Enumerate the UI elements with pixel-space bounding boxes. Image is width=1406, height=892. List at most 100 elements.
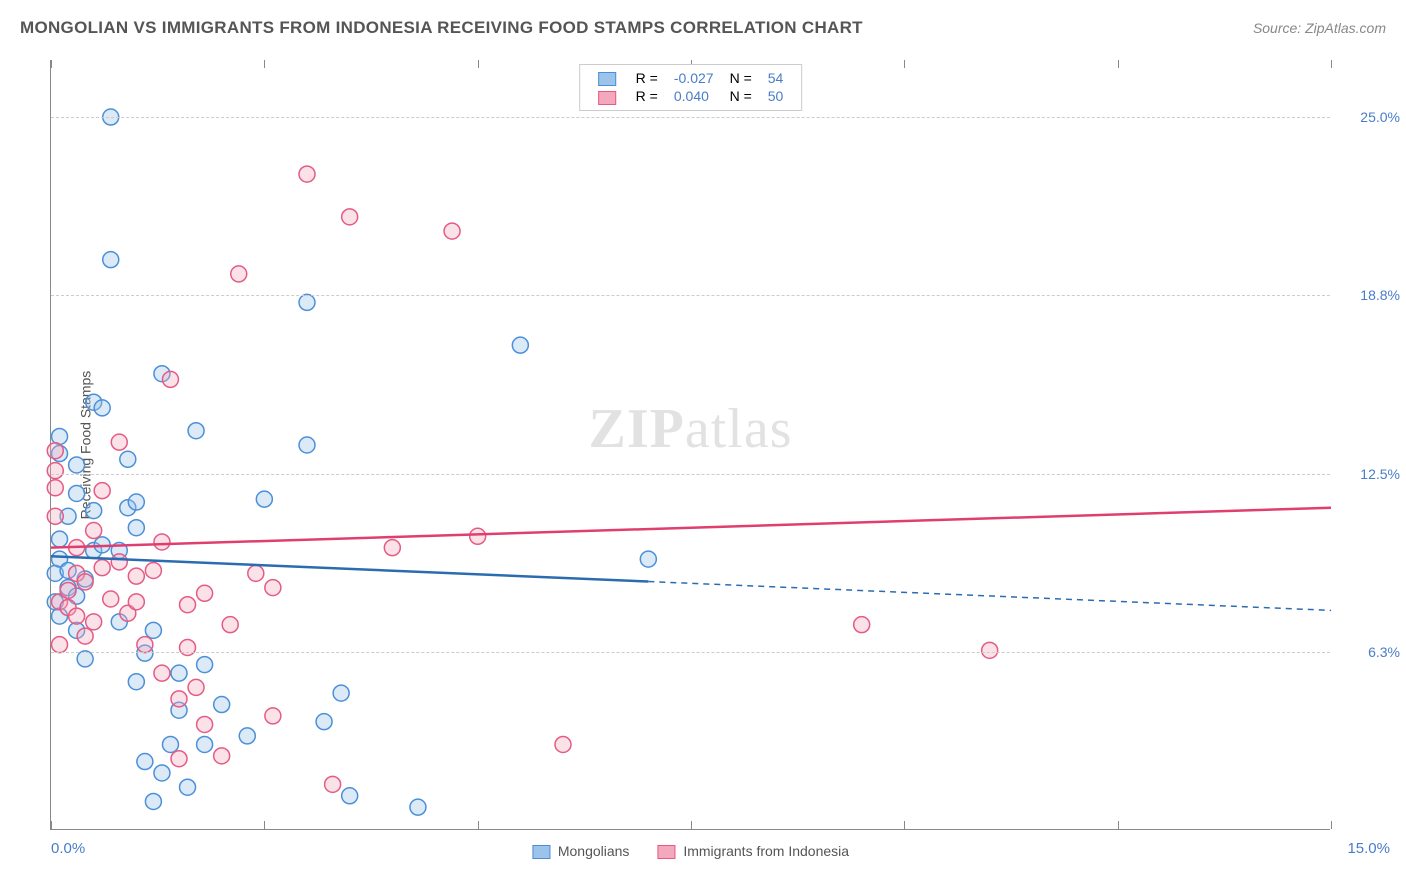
data-point	[103, 591, 119, 607]
data-point	[145, 793, 161, 809]
swatch-b	[598, 91, 616, 105]
r-value-a: -0.027	[666, 69, 722, 87]
data-point	[137, 754, 153, 770]
data-point	[640, 551, 656, 567]
data-point	[384, 540, 400, 556]
data-point	[69, 485, 85, 501]
data-point	[316, 714, 332, 730]
data-point	[47, 443, 63, 459]
data-point	[77, 651, 93, 667]
gridline	[51, 117, 1330, 118]
r-label-a: R =	[628, 69, 666, 87]
swatch-a	[598, 72, 616, 86]
data-point	[512, 337, 528, 353]
x-tick	[264, 60, 265, 68]
x-axis-max-label: 15.0%	[1347, 840, 1390, 857]
gridline	[51, 295, 1330, 296]
data-point	[214, 697, 230, 713]
legend-item-a: Mongolians	[532, 843, 630, 859]
data-point	[47, 463, 63, 479]
data-point	[52, 637, 68, 653]
n-value-b: 50	[760, 87, 792, 105]
data-point	[86, 523, 102, 539]
x-tick	[1118, 60, 1119, 68]
data-point	[555, 736, 571, 752]
data-point	[197, 657, 213, 673]
x-axis-min-label: 0.0%	[51, 840, 85, 857]
data-point	[47, 508, 63, 524]
data-point	[94, 560, 110, 576]
data-point	[128, 568, 144, 584]
data-point	[982, 642, 998, 658]
data-point	[111, 434, 127, 450]
data-point	[470, 528, 486, 544]
data-point	[86, 503, 102, 519]
data-point	[214, 748, 230, 764]
legend-row-a: R = -0.027 N = 54	[590, 69, 792, 87]
data-point	[171, 751, 187, 767]
legend-series: Mongolians Immigrants from Indonesia	[532, 843, 849, 859]
regression-line	[51, 508, 1331, 548]
gridline	[51, 652, 1330, 653]
data-point	[325, 776, 341, 792]
data-point	[256, 491, 272, 507]
data-point	[86, 614, 102, 630]
data-point	[69, 608, 85, 624]
x-tick	[51, 60, 52, 68]
data-point	[299, 166, 315, 182]
data-point	[197, 736, 213, 752]
x-tick	[51, 821, 52, 829]
data-point	[265, 580, 281, 596]
legend-label-a: Mongolians	[558, 843, 630, 859]
x-tick	[264, 821, 265, 829]
chart-title: MONGOLIAN VS IMMIGRANTS FROM INDONESIA R…	[20, 18, 863, 38]
data-point	[111, 554, 127, 570]
data-point	[299, 437, 315, 453]
data-point	[231, 266, 247, 282]
data-point	[94, 483, 110, 499]
data-point	[120, 451, 136, 467]
data-point	[180, 639, 196, 655]
x-tick	[691, 821, 692, 829]
y-tick-label: 25.0%	[1340, 109, 1400, 125]
data-point	[128, 520, 144, 536]
data-point	[222, 617, 238, 633]
n-label-a: N =	[722, 69, 760, 87]
data-point	[342, 209, 358, 225]
x-tick	[904, 60, 905, 68]
data-point	[171, 691, 187, 707]
data-point	[342, 788, 358, 804]
data-point	[52, 531, 68, 547]
data-point	[77, 574, 93, 590]
n-value-a: 54	[760, 69, 792, 87]
r-label-b: R =	[628, 87, 666, 105]
x-tick	[478, 821, 479, 829]
data-point	[333, 685, 349, 701]
plot-area: ZIPatlas R = -0.027 N = 54 R = 0.040 N =…	[50, 60, 1330, 830]
data-point	[248, 565, 264, 581]
x-tick	[478, 60, 479, 68]
data-point	[239, 728, 255, 744]
data-point	[94, 400, 110, 416]
data-point	[171, 665, 187, 681]
data-point	[103, 252, 119, 268]
r-value-b: 0.040	[666, 87, 722, 105]
swatch-a-icon	[532, 845, 550, 859]
data-point	[854, 617, 870, 633]
data-point	[128, 494, 144, 510]
data-point	[188, 423, 204, 439]
legend-stats-table: R = -0.027 N = 54 R = 0.040 N = 50	[590, 69, 792, 106]
legend-label-b: Immigrants from Indonesia	[683, 843, 849, 859]
y-tick-label: 6.3%	[1340, 644, 1400, 660]
y-tick-label: 12.5%	[1340, 466, 1400, 482]
data-point	[188, 679, 204, 695]
data-point	[154, 665, 170, 681]
data-point	[162, 371, 178, 387]
header: MONGOLIAN VS IMMIGRANTS FROM INDONESIA R…	[20, 18, 1386, 38]
data-point	[154, 765, 170, 781]
data-point	[60, 582, 76, 598]
legend-stats: R = -0.027 N = 54 R = 0.040 N = 50	[579, 64, 803, 111]
data-point	[52, 428, 68, 444]
data-point	[128, 674, 144, 690]
data-point	[162, 736, 178, 752]
